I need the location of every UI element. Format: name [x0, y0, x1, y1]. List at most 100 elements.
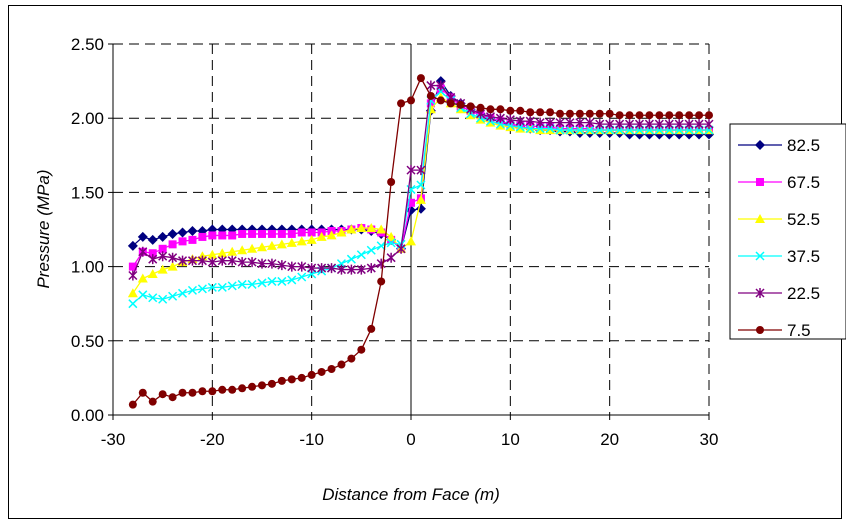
legend-item: 22.5 [738, 284, 820, 303]
data-point [138, 246, 148, 257]
data-point [526, 108, 535, 117]
data-point [556, 109, 564, 118]
data-point [307, 228, 316, 237]
data-point [516, 106, 525, 115]
data-point [198, 387, 207, 396]
data-point [147, 234, 158, 245]
data-point [495, 113, 505, 124]
data-point [605, 119, 615, 130]
series-7.5 [128, 74, 713, 409]
data-point [227, 246, 238, 256]
data-point [198, 232, 207, 241]
data-point [407, 198, 415, 207]
data-point [207, 249, 218, 259]
data-point [366, 223, 377, 233]
legend-swatch-marker [755, 288, 765, 298]
data-point [327, 364, 336, 373]
data-point [247, 279, 257, 289]
data-point [188, 388, 197, 397]
data-point [327, 263, 337, 274]
data-point [168, 240, 177, 249]
data-point [287, 275, 297, 285]
data-point [575, 117, 585, 128]
legend: 82.5 67.5 52.5 37.5 22.5 7.5 [729, 123, 846, 340]
data-point [127, 288, 138, 298]
data-point [277, 376, 286, 385]
data-point [287, 261, 297, 272]
data-point [128, 270, 138, 281]
data-point [346, 264, 356, 275]
series-22.5 [128, 80, 714, 281]
data-point [158, 251, 168, 262]
data-point [168, 291, 178, 301]
legend-swatch-marker [756, 178, 764, 186]
legend-item: 52.5 [738, 210, 820, 229]
series-layer [127, 74, 714, 409]
legend-item: 67.5 [738, 173, 820, 192]
data-point [258, 381, 266, 390]
data-point [208, 387, 217, 396]
data-point [148, 397, 157, 406]
data-point [137, 231, 148, 242]
data-point [287, 229, 296, 238]
data-point [207, 282, 217, 292]
series-37.5 [128, 86, 714, 309]
data-point [555, 117, 565, 128]
data-point [615, 119, 625, 130]
data-point [218, 231, 227, 240]
data-point [485, 111, 495, 122]
data-point [376, 224, 387, 234]
data-point [357, 345, 366, 354]
data-point [565, 125, 575, 135]
data-point [168, 252, 178, 263]
x-tick-label: 0 [406, 430, 415, 449]
data-point [386, 231, 397, 241]
legend-label: 82.5 [787, 136, 820, 155]
data-point [178, 388, 187, 397]
data-point [337, 360, 346, 369]
data-point [505, 114, 515, 125]
data-point [257, 258, 267, 269]
data-point [296, 236, 307, 246]
data-point [317, 367, 326, 376]
data-point [377, 277, 386, 286]
data-point [356, 250, 366, 260]
data-point [127, 240, 138, 251]
data-point [266, 240, 277, 250]
data-point [545, 117, 555, 128]
data-point [158, 244, 167, 253]
data-point [257, 278, 267, 288]
data-point [496, 105, 505, 114]
data-point [277, 260, 287, 271]
data-point [217, 248, 228, 258]
data-point [217, 255, 227, 266]
data-point [237, 245, 248, 255]
data-point [426, 80, 436, 91]
data-point [128, 400, 137, 409]
legend-item: 7.5 [738, 321, 811, 340]
data-point [157, 231, 168, 242]
data-point [565, 117, 575, 128]
x-tick-label: 30 [700, 430, 719, 449]
data-point [297, 272, 307, 282]
data-point [595, 119, 605, 130]
data-point [138, 290, 148, 300]
y-tick-label: 2.00 [71, 109, 104, 128]
data-point [506, 106, 515, 115]
data-point [446, 99, 455, 108]
data-point [297, 373, 306, 382]
x-axis-title: Distance from Face (m) [322, 485, 500, 504]
data-point [416, 180, 426, 190]
data-point [307, 263, 317, 274]
data-point [684, 119, 694, 130]
data-point [187, 285, 197, 295]
data-point [147, 269, 158, 279]
data-point [695, 111, 704, 120]
data-point [168, 393, 177, 402]
data-point [276, 239, 287, 249]
data-point [157, 264, 168, 274]
data-point [238, 229, 247, 238]
data-point [158, 294, 168, 304]
data-point [286, 237, 297, 247]
